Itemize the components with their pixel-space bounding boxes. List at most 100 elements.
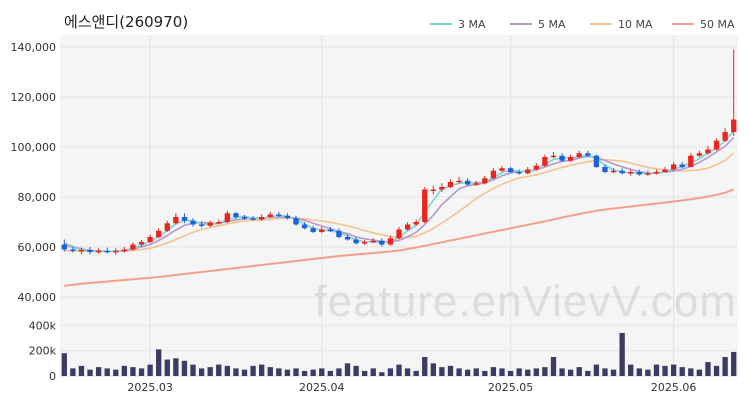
volume-bar <box>645 369 651 376</box>
volume-bar <box>653 364 660 376</box>
candle-body <box>207 222 213 226</box>
volume-bar <box>293 368 299 376</box>
watermark: feature.enVievV.com <box>314 277 737 326</box>
candle-body <box>713 140 720 150</box>
legend-label: 3 MA <box>458 18 486 31</box>
candle-body <box>173 217 179 224</box>
candle-body <box>113 250 119 253</box>
candle-body <box>679 164 685 167</box>
x-tick-label: 2025.05 <box>488 381 534 394</box>
volume-bar <box>610 369 617 376</box>
candle-body <box>336 230 342 237</box>
candle-body <box>619 170 625 174</box>
volume-bar <box>198 368 205 376</box>
candle-body <box>559 155 565 161</box>
candle-body <box>267 214 273 217</box>
candle-body <box>585 153 591 156</box>
volume-bar <box>525 369 531 376</box>
volume-bar <box>439 367 445 376</box>
candle-body <box>190 220 196 225</box>
volume-bar <box>164 359 170 376</box>
volume-bar <box>344 363 351 376</box>
volume-bar <box>156 349 162 376</box>
volume-bar <box>396 364 402 376</box>
volume-bar <box>267 367 273 376</box>
volume-bar <box>78 365 85 376</box>
candle-body <box>138 242 145 245</box>
volume-bar <box>370 368 376 376</box>
candle-body <box>310 228 316 232</box>
volume-bar <box>301 370 308 376</box>
volume-bar <box>516 368 522 376</box>
candle-body <box>516 172 522 174</box>
candle-body <box>353 239 359 244</box>
y-tick-label: 120,000 <box>11 91 57 104</box>
candle-body <box>370 240 376 243</box>
candlesticks <box>61 49 737 255</box>
volume-bar <box>121 365 128 376</box>
candle-body <box>233 213 239 217</box>
ma50-line <box>64 188 735 287</box>
plot-background <box>60 35 738 377</box>
volume-bar <box>216 364 222 376</box>
chart-title: 에스앤디(260970) <box>64 13 188 31</box>
candle-body <box>224 213 231 222</box>
candle-body <box>413 222 419 225</box>
volume-bar <box>353 365 359 376</box>
candle-body <box>542 157 548 166</box>
volume-bar <box>447 365 454 376</box>
volume-bar <box>430 363 436 376</box>
legend-label: 10 MA <box>618 18 653 31</box>
candle-body <box>301 224 308 229</box>
volume-tick-label: 400k <box>29 319 57 332</box>
candle-body <box>396 229 402 239</box>
volume-bar <box>327 370 334 376</box>
legend: 3 MA 5 MA 10 MA 50 MA <box>430 18 735 31</box>
volume-bar <box>628 364 634 376</box>
candle-body <box>593 155 600 167</box>
candle-body <box>439 187 445 190</box>
candle-body <box>404 224 411 230</box>
volume-bar <box>207 367 213 376</box>
volume-bar <box>70 368 76 376</box>
candle-body <box>164 223 170 231</box>
volume-bar <box>233 368 239 376</box>
volume-bar <box>61 353 67 376</box>
volume-bar <box>688 368 694 376</box>
grid-lines <box>60 35 738 377</box>
candle-body <box>422 189 428 222</box>
candle-body <box>327 229 334 231</box>
y-tick-label: 60,000 <box>18 241 57 254</box>
volume-bar <box>696 369 703 376</box>
volume-bar <box>473 368 479 376</box>
volume-bar <box>95 367 102 376</box>
volume-bar <box>310 369 316 376</box>
candle-body <box>276 214 282 216</box>
volume-bar <box>542 367 548 376</box>
candle-body <box>567 157 574 161</box>
candle-body <box>216 222 222 224</box>
volume-bar <box>404 368 411 376</box>
volume-bar <box>104 368 110 376</box>
volume-bar <box>250 365 256 376</box>
candle-body <box>722 132 728 141</box>
volume-bar <box>533 368 539 376</box>
candle-body <box>387 238 394 245</box>
candle-body <box>645 173 651 175</box>
volume-bar <box>482 370 488 376</box>
volume-tick-label: 0 <box>49 370 56 383</box>
candle-body <box>610 170 617 173</box>
candle-body <box>653 172 660 174</box>
candle-body <box>473 183 479 185</box>
candle-body <box>456 180 462 183</box>
candle-body <box>447 182 454 187</box>
volume-bar <box>259 364 265 376</box>
candle-body <box>662 169 668 172</box>
volume-bar <box>567 369 574 376</box>
volume-bar <box>319 368 325 376</box>
volume-bar <box>422 357 428 376</box>
candle-body <box>696 153 703 156</box>
candle-body <box>121 249 128 251</box>
volume-bar <box>705 362 711 376</box>
candle-body <box>482 178 488 184</box>
